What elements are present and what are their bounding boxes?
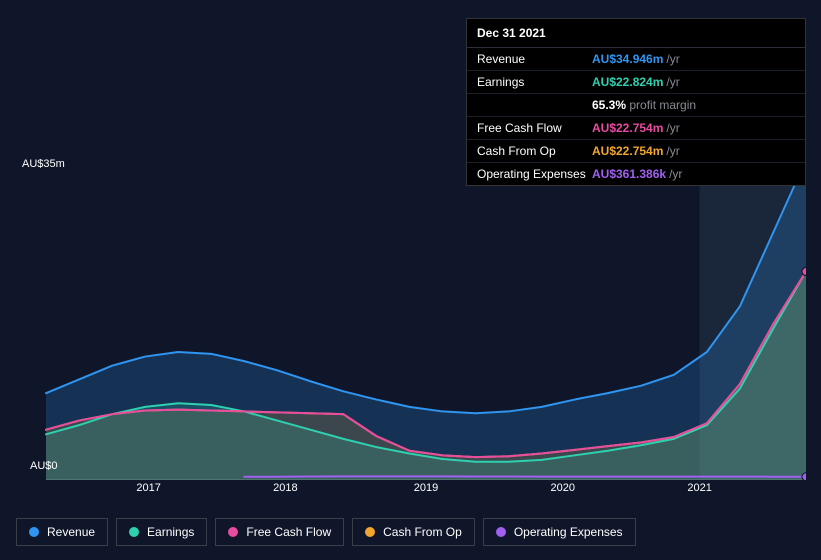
tooltip-panel: Dec 31 2021 RevenueAU$34.946m/yrEarnings…: [466, 18, 806, 186]
tooltip-row-label: Earnings: [477, 75, 592, 89]
legend-item-revenue[interactable]: Revenue: [16, 518, 108, 546]
chart-legend: Revenue Earnings Free Cash Flow Cash From O…: [16, 518, 636, 546]
legend-swatch: [496, 527, 506, 537]
tooltip-row-value-wrap: AU$22.754m/yr: [592, 121, 680, 135]
tooltip-row-value-wrap: AU$22.754m/yr: [592, 144, 680, 158]
tooltip-row: Free Cash FlowAU$22.754m/yr: [467, 117, 805, 140]
x-tick: 2019: [414, 482, 438, 494]
series-end-marker-operating-expenses: [802, 473, 806, 480]
y-axis-max-label: AU$35m: [22, 158, 65, 170]
tooltip-row: Operating ExpensesAU$361.386k/yr: [467, 163, 805, 185]
legend-label: Revenue: [47, 525, 95, 539]
tooltip-row-value: AU$22.754m: [592, 144, 663, 158]
legend-item-free-cash-flow[interactable]: Free Cash Flow: [215, 518, 344, 546]
tooltip-row-value: AU$361.386k: [592, 167, 666, 181]
legend-item-earnings[interactable]: Earnings: [116, 518, 207, 546]
legend-label: Free Cash Flow: [246, 525, 331, 539]
x-tick: 2018: [273, 482, 297, 494]
legend-item-cash-from-op[interactable]: Cash From Op: [352, 518, 475, 546]
x-tick: 2020: [551, 482, 575, 494]
tooltip-row-label: Operating Expenses: [477, 167, 592, 181]
tooltip-row-value: AU$22.824m: [592, 75, 663, 89]
x-axis: 2017 2018 2019 2020 2021: [16, 482, 806, 502]
tooltip-row: RevenueAU$34.946m/yr: [467, 48, 805, 71]
legend-label: Cash From Op: [383, 525, 462, 539]
tooltip-row-label: Revenue: [477, 52, 592, 66]
legend-label: Earnings: [147, 525, 194, 539]
tooltip-row-value-wrap: AU$34.946m/yr: [592, 52, 680, 66]
tooltip-row-extra-value: 65.3% profit margin: [592, 98, 696, 112]
x-tick: 2021: [687, 482, 711, 494]
tooltip-row-value: AU$22.754m: [592, 121, 663, 135]
tooltip-row-label: Free Cash Flow: [477, 121, 592, 135]
tooltip-row-extra: 65.3% profit margin: [467, 94, 805, 117]
tooltip-row-extra-text: profit margin: [626, 98, 696, 112]
tooltip-row-unit: /yr: [666, 75, 679, 89]
chart-svg: [16, 160, 806, 480]
tooltip-row-value: AU$34.946m: [592, 52, 663, 66]
tooltip-row: Cash From OpAU$22.754m/yr: [467, 140, 805, 163]
tooltip-date: Dec 31 2021: [467, 19, 805, 48]
tooltip-row-value-wrap: AU$361.386k/yr: [592, 167, 682, 181]
legend-swatch: [228, 527, 238, 537]
tooltip-row-spacer: [477, 98, 592, 112]
tooltip-row-unit: /yr: [666, 52, 679, 66]
legend-swatch: [365, 527, 375, 537]
y-axis-min-label: AU$0: [30, 460, 58, 472]
tooltip-row-unit: /yr: [666, 121, 679, 135]
financials-area-chart: AU$35m AU$0: [16, 160, 806, 480]
tooltip-row-unit: /yr: [666, 144, 679, 158]
tooltip-row-value-wrap: AU$22.824m/yr: [592, 75, 680, 89]
legend-swatch: [129, 527, 139, 537]
tooltip-row-label: Cash From Op: [477, 144, 592, 158]
series-end-marker-free-cash-flow: [802, 268, 806, 276]
legend-label: Operating Expenses: [514, 525, 623, 539]
tooltip-row: EarningsAU$22.824m/yr: [467, 71, 805, 94]
tooltip-row-unit: /yr: [669, 167, 682, 181]
legend-item-operating-expenses[interactable]: Operating Expenses: [483, 518, 636, 546]
x-tick: 2017: [136, 482, 160, 494]
legend-swatch: [29, 527, 39, 537]
tooltip-row-extra-pct: 65.3%: [592, 98, 626, 112]
